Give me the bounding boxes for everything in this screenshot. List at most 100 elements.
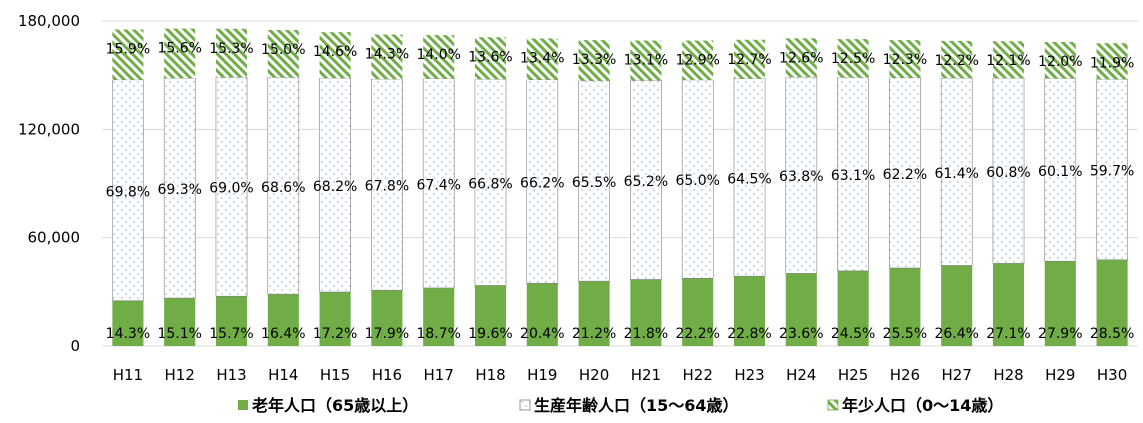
bar-segment — [112, 79, 144, 302]
bar-segment — [1044, 261, 1076, 346]
bar-segment — [423, 287, 455, 346]
bar-data-label: 16.4% — [261, 326, 305, 342]
bar-data-label: 23.6% — [779, 326, 823, 342]
bar-data-label: 11.9% — [1090, 55, 1134, 71]
bar-data-label: 68.2% — [313, 179, 357, 195]
bar-segment — [578, 40, 610, 81]
bar-segment — [889, 77, 921, 269]
bar-segment — [1044, 78, 1077, 262]
bar-data-label: 15.7% — [209, 326, 253, 342]
bar-data-label: 12.2% — [934, 53, 978, 69]
legend-label: 生産年齢人口（15～64歳） — [534, 396, 739, 415]
bar-segment — [319, 292, 351, 346]
bar-data-label: 61.4% — [934, 166, 978, 182]
bar-data-label: 69.0% — [209, 181, 253, 197]
bar-data-label: 66.2% — [520, 175, 564, 191]
gridlines — [102, 20, 1138, 347]
bar-segment — [371, 290, 403, 346]
x-tick-label: H15 — [320, 366, 350, 384]
bar-segment — [215, 77, 248, 297]
x-tick-label: H11 — [113, 366, 143, 384]
bar-segment — [371, 34, 403, 80]
bar-data-label: 13.3% — [572, 52, 616, 68]
bar-data-label: 15.6% — [157, 41, 201, 57]
bar-segment — [682, 278, 714, 346]
legend-swatch — [519, 399, 531, 411]
bar-segment — [112, 29, 144, 80]
bar-data-label: 21.2% — [572, 326, 616, 342]
bar-segment — [164, 28, 196, 79]
bar-data-label: 15.0% — [261, 42, 305, 58]
bar-data-label: 22.2% — [675, 326, 719, 342]
bars — [112, 28, 1128, 346]
x-tick-label: H13 — [216, 366, 246, 384]
bar-data-label: 63.1% — [831, 168, 875, 184]
x-tick-label: H12 — [165, 366, 195, 384]
bar-data-label: 12.1% — [986, 53, 1030, 69]
bar-data-label: 13.6% — [468, 49, 512, 65]
bar-segment — [474, 285, 507, 346]
bar-segment — [785, 38, 817, 78]
x-tick-label: H14 — [268, 366, 298, 384]
bar-segment — [630, 40, 662, 81]
y-tick-label: 180,000 — [18, 12, 80, 30]
bar-segment — [578, 80, 610, 282]
bar-segment — [1096, 259, 1128, 346]
x-tick-label: H25 — [838, 366, 868, 384]
bar-segment — [163, 77, 196, 299]
bar-segment — [422, 78, 455, 289]
bar-segment — [526, 38, 558, 80]
bar-segment — [681, 79, 714, 279]
legend: 老年人口（65歳以上） 生産年齢人口（15～64歳） 年少人口（0～14歳） — [238, 396, 1003, 415]
bar-segment — [215, 28, 248, 78]
bar-data-label: 67.8% — [365, 179, 409, 195]
bar-segment — [319, 77, 351, 293]
bar-segment — [992, 263, 1025, 346]
x-tick-label: H26 — [890, 366, 920, 384]
bar-data-label: 28.5% — [1090, 326, 1134, 342]
x-tick-label: H28 — [993, 366, 1023, 384]
x-tick-label: H21 — [631, 366, 661, 384]
bar-segment — [733, 78, 766, 277]
bar-data-label: 22.8% — [727, 326, 771, 342]
bar-data-label: 66.8% — [468, 176, 512, 192]
bar-segment — [940, 77, 973, 266]
x-tick-label: H20 — [579, 366, 609, 384]
bar-segment — [267, 77, 300, 295]
data-labels: 14.3% 69.8% 15.9% 15.1% 69.3% 15.6% 15.7% 69.0%… — [106, 41, 1135, 342]
bar-data-label: 69.8% — [106, 184, 150, 200]
bar-segment — [941, 40, 973, 79]
legend-swatch — [238, 400, 248, 410]
x-tick-label: H27 — [942, 366, 972, 384]
bar-data-label: 67.4% — [416, 177, 460, 193]
bar-data-label: 12.5% — [831, 51, 875, 67]
bar-data-label: 13.4% — [520, 51, 564, 67]
bar-segment — [474, 37, 507, 80]
bar-data-label: 14.3% — [365, 47, 409, 63]
bar-segment — [837, 77, 869, 272]
bar-data-label: 15.1% — [157, 326, 201, 342]
bar-data-label: 25.5% — [883, 326, 927, 342]
bar-data-label: 65.0% — [675, 173, 719, 189]
bar-segment — [1044, 41, 1076, 79]
x-tick-label: H30 — [1097, 366, 1127, 384]
bar-data-label: 60.8% — [986, 165, 1030, 181]
bar-segment — [578, 281, 610, 346]
bar-segment — [889, 268, 921, 346]
y-axis: 0 60,000 120,000 180,000 — [18, 12, 80, 355]
bar-segment — [474, 78, 507, 286]
legend-swatch — [827, 399, 839, 411]
bar-data-label: 20.4% — [520, 326, 564, 342]
bar-data-label: 12.9% — [675, 53, 719, 69]
x-tick-label: H23 — [734, 366, 764, 384]
x-tick-label: H29 — [1045, 366, 1075, 384]
bar-segment — [1096, 43, 1128, 80]
bar-data-label: 13.1% — [624, 53, 668, 69]
x-tick-label: H22 — [683, 366, 713, 384]
y-tick-label: 60,000 — [28, 229, 81, 247]
bar-data-label: 26.4% — [934, 326, 978, 342]
bar-segment — [630, 279, 662, 346]
legend-label: 年少人口（0～14歳） — [842, 396, 1003, 415]
bar-data-label: 19.6% — [468, 326, 512, 342]
